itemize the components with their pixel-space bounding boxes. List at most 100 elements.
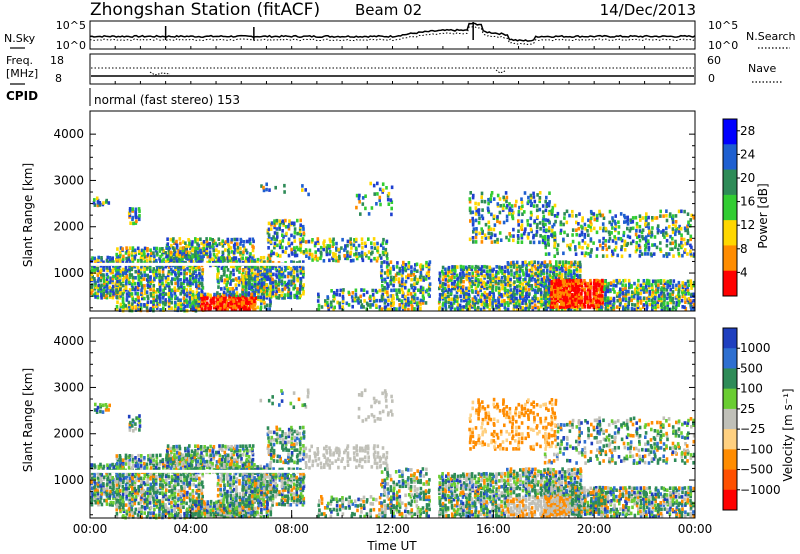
power-cell (575, 307, 579, 311)
power-cell (622, 307, 625, 311)
power-cell (213, 292, 216, 297)
power-cell (237, 299, 241, 303)
power-cell (629, 226, 632, 231)
power-cell (491, 288, 494, 293)
power-cell (200, 290, 204, 295)
power-cell (248, 297, 251, 301)
power-cell (166, 273, 170, 278)
power-cell (131, 209, 134, 213)
power-cell (206, 292, 210, 297)
power-cell (217, 271, 220, 275)
power-cell (559, 294, 562, 299)
power-cell (477, 212, 481, 217)
power-cell (597, 299, 600, 303)
power-cell (525, 290, 528, 295)
power-cell (223, 258, 226, 263)
power-cell (269, 285, 272, 289)
power-cell (553, 244, 556, 248)
noise-left-label: N.Sky (4, 32, 36, 45)
power-cell (539, 282, 542, 287)
power-cell (581, 218, 584, 223)
power-cell (278, 269, 281, 273)
power-cell (174, 281, 177, 286)
power-cell (621, 298, 625, 302)
power-colorbar-label: Power [dB] (756, 183, 770, 248)
power-cell (231, 297, 235, 301)
power-cell (152, 256, 156, 261)
power-cell (486, 275, 490, 280)
power-cell (236, 303, 239, 307)
power-cell (378, 305, 382, 309)
power-cell (488, 290, 492, 295)
power-cell (631, 216, 635, 220)
power-cell (380, 307, 384, 312)
power-cell (169, 252, 173, 257)
power-cell (446, 290, 450, 294)
power-cell (130, 253, 134, 257)
power-cell (547, 237, 550, 242)
power-cell (468, 278, 472, 282)
power-cell (663, 301, 666, 305)
power-cell (535, 204, 539, 208)
power-cell (605, 296, 608, 301)
power-cell (538, 207, 542, 212)
power-cell (266, 258, 270, 263)
power-cell (675, 283, 678, 288)
power-cell (588, 293, 592, 298)
power-cell (660, 305, 664, 309)
velocity-cell (99, 462, 102, 467)
power-cell (656, 226, 659, 231)
power-cell (523, 210, 526, 214)
power-cell (476, 290, 480, 295)
power-cell (690, 213, 693, 218)
power-cell (483, 274, 486, 278)
power-cell (498, 265, 501, 269)
power-cell (475, 208, 478, 213)
power-cell (547, 252, 551, 256)
power-cell (648, 294, 651, 298)
power-cell (444, 303, 447, 307)
power-cell (419, 285, 423, 290)
power-cell (243, 246, 246, 250)
power-cell (611, 216, 614, 220)
power-cell (589, 216, 593, 221)
power-cell (241, 277, 245, 281)
power-cell (555, 214, 559, 219)
noise-search-line (89, 25, 696, 46)
power-cell (527, 199, 530, 204)
power-cell (206, 242, 209, 246)
power-cell (390, 294, 393, 298)
power-cell (480, 235, 484, 240)
power-cell (575, 214, 578, 218)
velocity-cell (116, 499, 119, 503)
power-cell (519, 305, 522, 310)
power-cell (352, 258, 355, 263)
power-cell (690, 245, 693, 250)
power-cell (190, 295, 194, 299)
power-cell (592, 296, 596, 300)
power-cell (526, 234, 530, 238)
power-cell (589, 278, 592, 283)
velocity-cell (128, 476, 132, 481)
power-cell (326, 303, 330, 307)
power-cell (185, 250, 188, 254)
power-cell (642, 296, 646, 300)
power-cell (341, 299, 345, 303)
power-cell (476, 292, 480, 297)
power-cell (534, 296, 538, 301)
power-cell (674, 305, 678, 309)
power-cell (669, 279, 672, 283)
power-cell (154, 248, 158, 253)
power-cell (692, 252, 696, 256)
power-cell (548, 277, 551, 281)
power-cell (686, 231, 690, 235)
power-cell (481, 216, 485, 221)
power-cell (556, 281, 559, 286)
power-cell (412, 298, 416, 303)
velocity-cell (121, 489, 125, 493)
power-cell (118, 271, 121, 275)
power-cell (645, 300, 648, 305)
power-cell (284, 218, 287, 223)
power-cell (260, 281, 264, 286)
power-cell (564, 269, 567, 274)
